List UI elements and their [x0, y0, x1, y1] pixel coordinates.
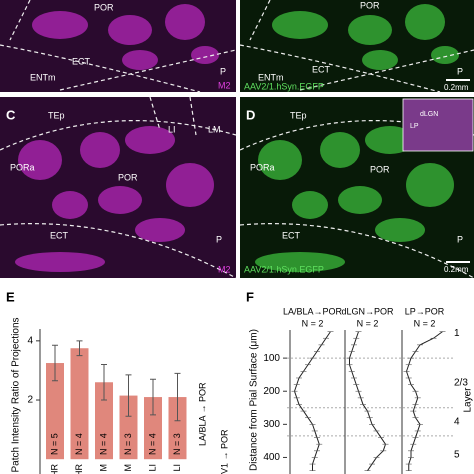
layer-label: 2/3 — [454, 378, 468, 389]
bar — [95, 382, 113, 460]
region-label: PORa — [250, 162, 275, 172]
error-bar — [101, 364, 107, 401]
axis-label: P — [457, 234, 463, 244]
region-label: PORa — [10, 162, 35, 172]
y-tick-label: 300 — [263, 419, 280, 430]
stain-label: AAV2/1.hSyn.EGFP — [244, 264, 324, 274]
y-axis-title: Distance from Pial Surface (μm) — [249, 329, 260, 471]
region-label: POR — [94, 2, 114, 12]
y-tick-label: 400 — [263, 452, 280, 463]
axis-label: P — [220, 66, 226, 76]
bar — [168, 397, 187, 460]
legend-subtitle: N = 2 — [302, 318, 324, 328]
annotation: V1 → POR — [219, 429, 229, 474]
region-label: TEp — [48, 110, 65, 120]
legend-entry: LA/BLA→POR — [283, 306, 343, 316]
x-tick-label: HR — [74, 464, 84, 474]
axis-label: P — [457, 66, 463, 76]
x-tick-label: LI — [147, 464, 157, 472]
profile-line — [349, 331, 387, 471]
x-tick-label: M — [123, 464, 133, 472]
region-label: ECT — [50, 230, 69, 240]
value-label: N = 4 — [74, 433, 84, 455]
stain-label: M2 — [218, 80, 231, 90]
value-label: N = 3 — [123, 433, 133, 455]
panel-letter: C — [6, 107, 16, 122]
stain-label: AAV2/1.hSyn.EGFP — [244, 81, 324, 91]
legend-subtitle: N = 2 — [414, 318, 436, 328]
region-label: ENTm — [30, 72, 56, 82]
error-bar — [76, 340, 83, 357]
value-label: N = 5 — [49, 433, 59, 455]
x-tick-label: HR — [49, 464, 59, 474]
value-label: N = 4 — [98, 433, 108, 455]
bar — [144, 397, 162, 460]
region-label: LI — [168, 124, 176, 134]
bar — [70, 348, 89, 460]
x-tick-label: LI — [172, 464, 182, 472]
panel-letter: E — [6, 289, 15, 304]
y-tick-label: 4 — [27, 335, 33, 346]
region-label: TEp — [290, 110, 307, 120]
bar — [46, 363, 64, 460]
y-tick-label: 2 — [27, 395, 33, 406]
bar — [119, 395, 138, 460]
layer-label: 1 — [454, 328, 460, 339]
layer-title: Layer — [463, 387, 474, 413]
inset-label: LP — [410, 123, 419, 130]
value-label: N = 3 — [172, 433, 182, 455]
profile-line — [405, 331, 443, 471]
panel-letter: D — [246, 107, 255, 122]
region-label: LM — [208, 124, 221, 134]
y-tick-label: 200 — [263, 386, 280, 397]
region-label: ECT — [282, 230, 301, 240]
region-label: ECT — [72, 56, 91, 66]
scale-label: 0.2mm — [444, 265, 469, 274]
panel-letter: F — [246, 289, 254, 304]
error-bar — [52, 344, 58, 382]
value-label: N = 4 — [147, 433, 157, 455]
region-label: ECT — [312, 64, 331, 74]
y-axis-title: Patch Intensity Ratio of Projections — [11, 317, 22, 472]
scale-label: 0.2mm — [444, 83, 469, 92]
layer-label: 4 — [454, 416, 460, 427]
legend-entry: dLGN→POR — [341, 306, 394, 316]
error-bar — [150, 378, 156, 416]
annotation: LA/BLA → POR — [197, 382, 207, 446]
stain-label: M2 — [218, 264, 231, 274]
layer-label: 5 — [454, 450, 460, 461]
boundary — [0, 96, 237, 279]
boundary — [239, 120, 474, 279]
x-tick-label: M — [98, 464, 108, 472]
legend-subtitle: N = 2 — [357, 318, 379, 328]
region-label: ENTm — [258, 72, 284, 82]
region-label: POR — [360, 0, 380, 10]
error-bar — [174, 372, 181, 422]
legend-entry: LP→POR — [405, 306, 445, 316]
region-label: POR — [370, 164, 390, 174]
boundary — [0, 0, 237, 93]
inset — [402, 98, 474, 152]
profile-line — [293, 331, 331, 471]
region-label: POR — [118, 172, 138, 182]
boundary — [239, 0, 474, 93]
inset-label: dLGN — [420, 111, 438, 118]
error-bar — [125, 374, 132, 417]
axis-label: P — [216, 234, 222, 244]
y-tick-label: 100 — [263, 353, 280, 364]
